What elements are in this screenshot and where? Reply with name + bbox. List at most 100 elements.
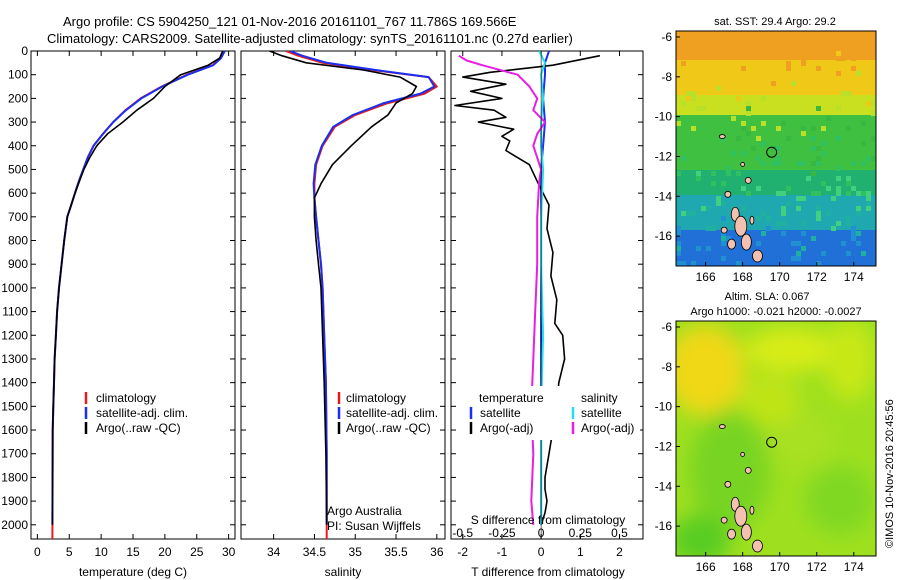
sst-map-title: sat. SST: 29.4 Argo: 29.2 (714, 16, 836, 28)
difference-y-ticks (451, 50, 643, 526)
depth-tick-label: 600 (8, 186, 28, 200)
legend-label-satellite: satellite-adj. clim. (346, 406, 438, 420)
sst-pixel (776, 221, 781, 226)
s-diff-tick-label: 0 (538, 526, 545, 540)
depth-tick-label: 1700 (1, 447, 28, 461)
depth-tick-label: 2000 (1, 518, 28, 532)
sst-pixel (816, 106, 821, 111)
sst-pixel (726, 81, 731, 86)
depth-tick-label: 1500 (1, 399, 28, 413)
sst-pixel (846, 216, 851, 221)
sst-pixel (676, 241, 681, 246)
sst-pixel (736, 96, 741, 101)
sst-pixel (856, 231, 861, 236)
depth-tick-label: 900 (8, 257, 28, 271)
sst-pixel (846, 191, 851, 196)
depth-tick-label: 1900 (1, 494, 28, 508)
lon-tick-label: 166 (696, 560, 716, 574)
sst-pixel (846, 91, 851, 96)
sst-pixel (741, 186, 746, 191)
annotation-line-2: PI: Susan Wijffels (327, 519, 421, 533)
sst-pixel (836, 191, 841, 196)
title-line-2: Climatology: CARS2009. Satellite-adjuste… (47, 31, 573, 46)
island (718, 134, 726, 139)
lat-tick-label: -16 (655, 519, 673, 533)
salinity-x-axis: 34 34.5 35 35.5 36 (267, 51, 444, 559)
sst-pixel (731, 116, 736, 121)
series-line-argorawqc (269, 51, 418, 525)
sst-pixel (811, 136, 816, 141)
sst-pixel (801, 221, 806, 226)
sst-pixel (821, 151, 826, 156)
sst-pixel (856, 41, 861, 46)
x-tick-label: -2 (457, 545, 468, 559)
sst-pixel (761, 41, 766, 46)
sst-pixel (706, 206, 711, 211)
sla-blob-4 (690, 410, 770, 530)
sst-pixel (856, 71, 861, 76)
sst-pixel (831, 196, 836, 201)
lat-tick-label: -10 (655, 400, 673, 414)
title-line-1: Argo profile: CS 5904250_121 01-Nov-2016… (63, 14, 517, 29)
sla-blob-3 (825, 321, 875, 400)
sst-pixel (816, 261, 821, 266)
lat-tick-label: -14 (655, 479, 673, 493)
sst-pixel (756, 216, 761, 221)
sst-pixel (781, 206, 786, 211)
difference-legend: temperature salinity satellite Argo(-adj… (468, 386, 640, 440)
depth-tick-label: 1800 (1, 470, 28, 484)
sst-pixel (696, 246, 701, 251)
sst-pixel (776, 156, 781, 161)
sst-pixel (741, 121, 746, 126)
sst-pixel (796, 206, 801, 211)
sst-pixel (681, 61, 686, 66)
sla-blob-8 (740, 375, 800, 425)
sst-pixel (781, 221, 786, 226)
legend-background (468, 386, 640, 440)
lat-tick-label: -12 (655, 439, 673, 453)
island (740, 523, 752, 541)
depth-tick-label: 300 (8, 115, 28, 129)
temperature-x-axis: 0 5 10 15 20 25 30 (34, 51, 236, 559)
sst-pixel (711, 181, 716, 186)
sst-pixel (826, 186, 831, 191)
series-line-satelliteadjclim (289, 51, 436, 525)
sst-pixel (686, 91, 691, 96)
sst-pixel (761, 141, 766, 146)
lat-tick-label: -16 (655, 229, 673, 243)
sst-pixel (676, 251, 681, 256)
sst-pixel (751, 36, 756, 41)
sst-pixel (726, 166, 731, 171)
sst-pixel (756, 156, 761, 161)
sst-map-field (676, 31, 876, 266)
sst-pixel (871, 156, 876, 161)
island (744, 466, 752, 474)
x-tick-label: 10 (94, 545, 108, 559)
x-tick-label: 35 (349, 545, 363, 559)
sst-pixel (751, 86, 756, 91)
sst-pixel (701, 76, 706, 81)
sst-pixel (796, 251, 801, 256)
sst-pixel (791, 81, 796, 86)
sst-pixel (761, 161, 766, 166)
island (724, 190, 732, 198)
sst-pixel (851, 226, 856, 231)
sst-map-panel: sat. SST: 29.4 Argo: 29.2 166 168 170 172 17… (655, 16, 877, 284)
sst-pixel (861, 191, 866, 196)
sst-pixel (836, 166, 841, 171)
sst-pixel (761, 66, 766, 71)
sst-pixel (711, 226, 716, 231)
temperature-legend: climatology satellite-adj. clim. Argo(..… (84, 391, 188, 435)
sst-pixel (856, 211, 861, 216)
sst-pixel (861, 121, 866, 126)
sst-pixel (741, 151, 746, 156)
sst-pixel (786, 201, 791, 206)
x-tick-label: 30 (222, 545, 236, 559)
lon-tick-label: 168 (733, 270, 753, 284)
lon-tick-label: 170 (770, 560, 790, 574)
salinity-lines (269, 51, 438, 539)
sst-pixel (726, 236, 731, 241)
sst-pixel (811, 146, 816, 151)
depth-tick-label: 1000 (1, 281, 28, 295)
